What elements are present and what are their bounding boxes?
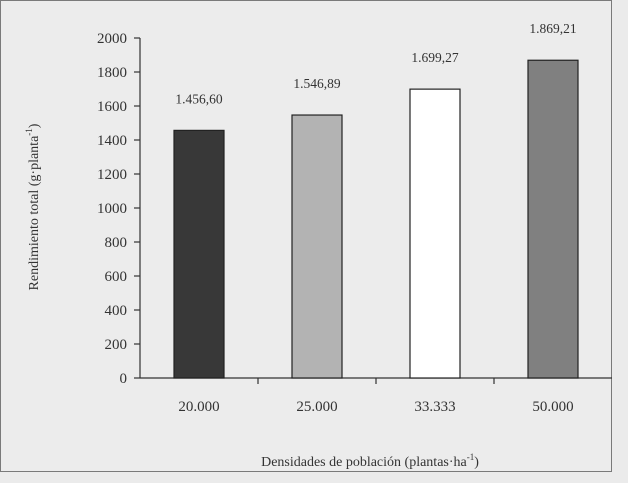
bar-value-labels: 1.456,60 1.546,89 1.699,27 1.869,21 [175, 21, 576, 106]
x-tick-label: 50.000 [532, 399, 573, 415]
y-tick-label: 2000 [97, 31, 127, 47]
bar [527, 59, 579, 379]
bar-value-label: 1.546,89 [293, 76, 341, 91]
y-tick-label: 400 [105, 303, 128, 319]
bar [173, 129, 225, 379]
y-tick-label: 0 [120, 371, 128, 387]
bars [173, 59, 579, 379]
bar [291, 114, 343, 379]
y-tick-label: 200 [105, 337, 128, 353]
bar-value-label: 1.699,27 [411, 50, 459, 65]
y-axis-title: Rendimiento total (g·planta-1) [24, 123, 42, 290]
x-tick-label: 20.000 [178, 399, 219, 415]
y-tick-label: 1000 [97, 201, 127, 217]
bar-value-label: 1.456,60 [175, 91, 223, 106]
y-tick-label: 1400 [97, 133, 127, 149]
x-tick-label: 33.333 [414, 399, 455, 415]
y-tick-label: 1600 [97, 99, 127, 115]
y-tick-label: 1800 [97, 65, 127, 81]
x-axis-title: Densidades de población (plantas·ha-1) [261, 452, 479, 470]
x-axis: 20.000 25.000 33.333 50.000 [140, 377, 612, 415]
y-tick-label: 600 [105, 269, 128, 285]
y-tick-label: 800 [105, 235, 128, 251]
x-tick-label: 25.000 [296, 399, 337, 415]
y-axis: 0 200 400 600 800 1000 1200 1400 1600 1800 2000 [97, 31, 141, 387]
y-tick-label: 1200 [97, 167, 127, 183]
bar-value-label: 1.869,21 [529, 21, 576, 36]
bar [409, 88, 461, 379]
